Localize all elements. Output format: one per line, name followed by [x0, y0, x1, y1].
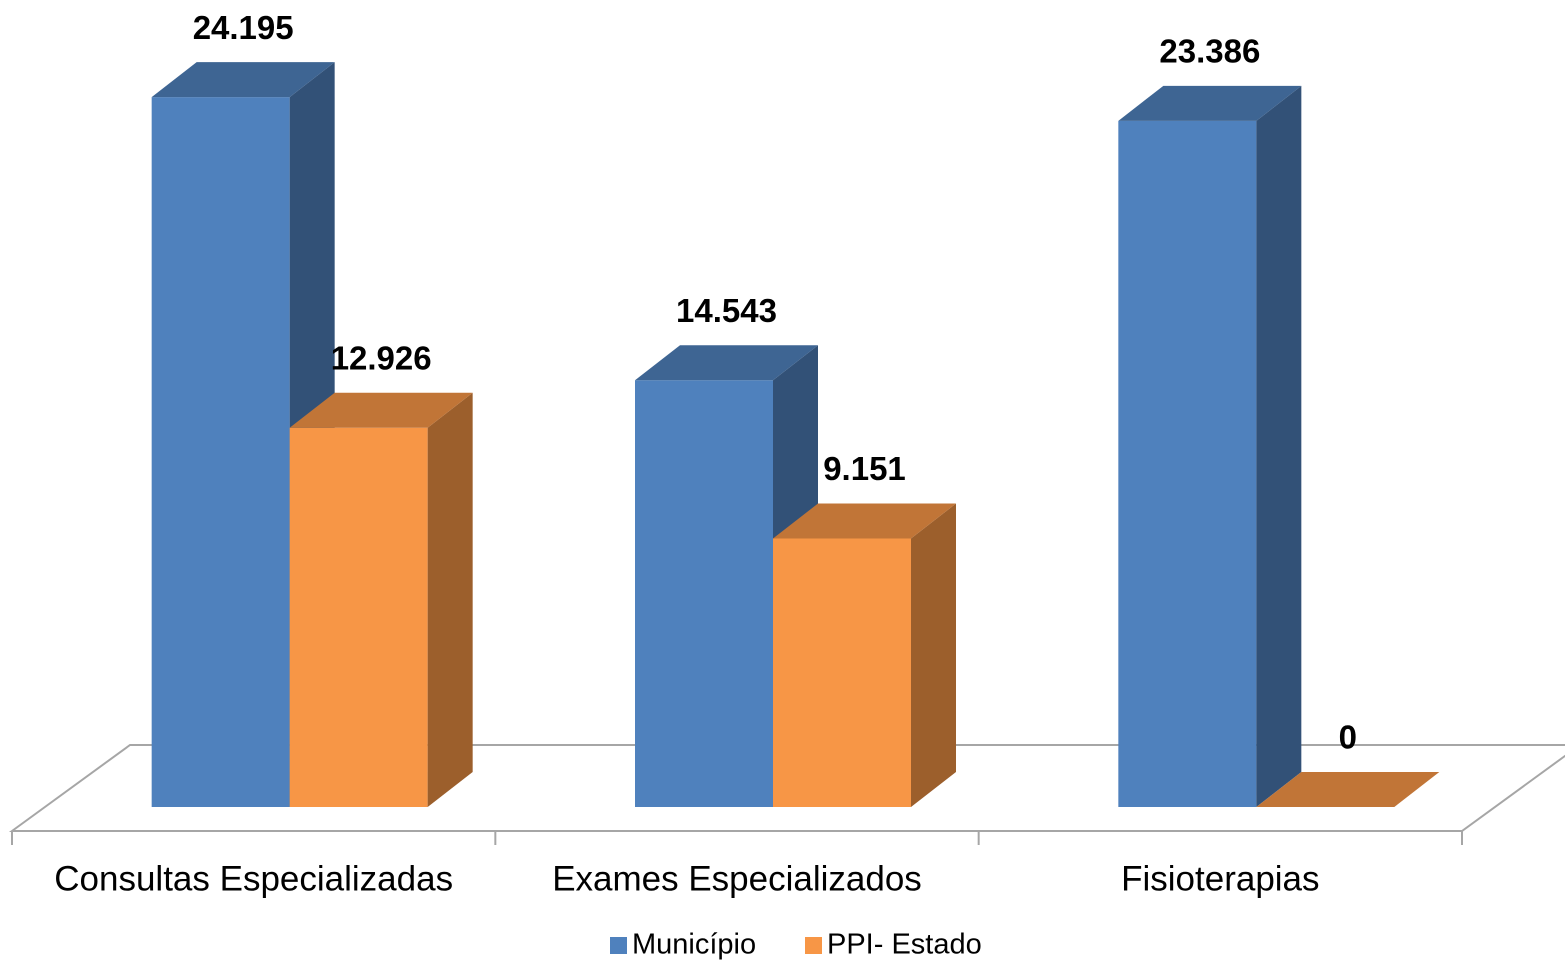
- value-label: 14.543: [676, 292, 777, 329]
- bar-top: [289, 392, 473, 428]
- value-label: 9.151: [823, 450, 906, 487]
- legend-label: Município: [632, 929, 756, 961]
- bar-side: [911, 503, 956, 807]
- value-label: 23.386: [1159, 33, 1260, 70]
- legend-swatch: [805, 937, 822, 954]
- bar-top: [773, 503, 956, 539]
- value-label: 24.195: [193, 9, 294, 46]
- bar-top: [1118, 85, 1302, 121]
- value-label: 0: [1339, 719, 1357, 756]
- bar: [773, 503, 956, 807]
- value-label: 12.926: [331, 339, 432, 376]
- bar-top: [1256, 772, 1440, 807]
- x-tick-label: Consultas Especializadas: [54, 859, 453, 898]
- bar-front: [289, 427, 428, 807]
- bar-front: [1118, 120, 1257, 808]
- bar: [1256, 772, 1440, 807]
- legend-swatch: [610, 937, 627, 954]
- bar-top: [151, 62, 335, 98]
- bar: [289, 392, 473, 807]
- bar-top: [635, 345, 818, 381]
- x-tick-label: Fisioterapias: [1121, 859, 1319, 898]
- x-tick-label: Exames Especializados: [552, 859, 922, 898]
- bar-side: [427, 392, 473, 807]
- bar-front: [773, 538, 911, 807]
- bar: [1118, 85, 1302, 808]
- bar-front: [635, 380, 773, 807]
- legend-label: PPI- Estado: [827, 929, 982, 961]
- bar-front: [151, 97, 290, 807]
- bar-side: [1256, 85, 1302, 808]
